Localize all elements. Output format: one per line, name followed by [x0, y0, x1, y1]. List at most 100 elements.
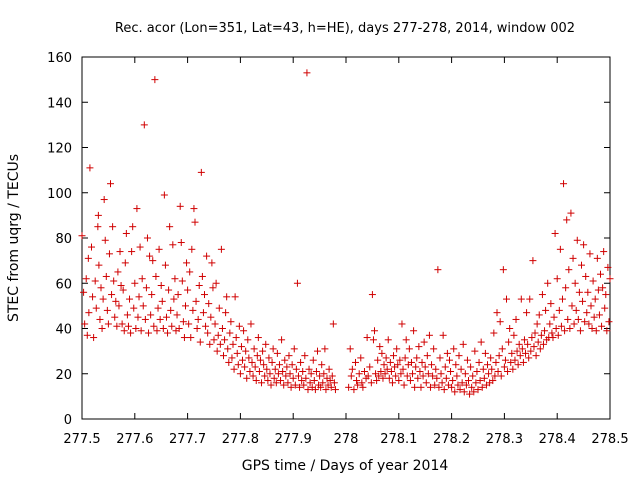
- data-point: [479, 365, 487, 373]
- data-point: [481, 349, 489, 357]
- data-point: [489, 377, 497, 385]
- data-point: [156, 315, 164, 323]
- data-point: [490, 329, 498, 337]
- data-point: [542, 306, 550, 314]
- data-point: [605, 318, 613, 326]
- data-point: [488, 365, 496, 373]
- data-point: [267, 381, 275, 389]
- data-point: [175, 325, 183, 332]
- data-point: [179, 318, 187, 326]
- plot-frame: [81, 56, 611, 420]
- data-point: [241, 363, 249, 371]
- data-point: [500, 363, 508, 371]
- data-point: [189, 306, 197, 314]
- data-point: [319, 379, 327, 387]
- data-point: [118, 320, 126, 328]
- data-point: [143, 234, 151, 242]
- data-point: [473, 367, 481, 375]
- data-point: [223, 293, 231, 301]
- data-point: [146, 252, 154, 260]
- data-point: [462, 381, 470, 389]
- data-point: [178, 277, 186, 285]
- data-point: [357, 354, 365, 362]
- data-point: [438, 379, 446, 387]
- data-point: [217, 245, 225, 253]
- data-point: [401, 354, 409, 362]
- data-point: [377, 367, 385, 375]
- data-point: [129, 223, 137, 231]
- data-point: [239, 356, 247, 364]
- data-point: [133, 205, 141, 213]
- data-point: [493, 309, 501, 317]
- data-point: [205, 300, 213, 308]
- data-point: [252, 377, 260, 385]
- data-point: [375, 372, 383, 380]
- data-point: [423, 352, 431, 360]
- data-point: [517, 295, 525, 303]
- data-point: [209, 284, 217, 292]
- data-point: [262, 340, 270, 348]
- data-point: [139, 302, 147, 310]
- data-point: [422, 379, 430, 387]
- data-point: [541, 327, 549, 335]
- data-point: [187, 334, 195, 342]
- data-point: [524, 340, 532, 348]
- data-point: [183, 259, 191, 267]
- data-point: [384, 336, 392, 344]
- data-point: [509, 365, 517, 373]
- data-point: [596, 270, 604, 278]
- data-point: [561, 327, 569, 335]
- data-point: [461, 370, 469, 378]
- data-point: [157, 282, 165, 290]
- data-point: [258, 379, 266, 387]
- data-point: [464, 377, 472, 385]
- data-point: [434, 266, 442, 274]
- chart-title: Rec. acor (Lon=351, Lat=43, h=HE), days …: [115, 21, 575, 36]
- data-point: [504, 367, 512, 375]
- data-point: [162, 313, 170, 321]
- data-point: [132, 325, 140, 332]
- data-point: [433, 374, 441, 382]
- data-point: [602, 291, 610, 299]
- data-point: [291, 381, 299, 389]
- data-point: [145, 329, 153, 337]
- data-point: [256, 356, 264, 364]
- data-point: [84, 254, 92, 262]
- data-point: [226, 329, 234, 337]
- data-point: [215, 304, 223, 312]
- data-point: [558, 295, 566, 303]
- data-point: [208, 259, 216, 267]
- data-point: [441, 363, 449, 371]
- data-point: [190, 205, 198, 213]
- data-point: [229, 340, 237, 348]
- data-point: [363, 334, 371, 342]
- data-point: [331, 386, 339, 394]
- data-point: [426, 383, 434, 391]
- data-point: [195, 282, 203, 290]
- data-point: [164, 329, 172, 337]
- data-point: [300, 381, 308, 389]
- data-point: [250, 345, 258, 353]
- data-point: [583, 309, 591, 317]
- data-point: [460, 388, 468, 396]
- data-point: [388, 379, 396, 387]
- data-point: [529, 257, 537, 265]
- data-point: [293, 279, 301, 287]
- data-point: [530, 343, 538, 351]
- data-point: [228, 354, 236, 362]
- data-point: [405, 345, 413, 353]
- data-point: [553, 275, 561, 283]
- data-point: [167, 306, 175, 314]
- data-point: [442, 374, 450, 382]
- data-point: [582, 272, 590, 280]
- data-point: [329, 320, 337, 328]
- data-point: [432, 365, 440, 373]
- data-point: [261, 372, 269, 380]
- data-point: [242, 347, 250, 355]
- data-point: [437, 370, 445, 378]
- data-point: [390, 352, 398, 360]
- data-point: [410, 327, 418, 335]
- data-point: [499, 266, 507, 274]
- data-point: [353, 377, 361, 385]
- data-point: [290, 345, 298, 353]
